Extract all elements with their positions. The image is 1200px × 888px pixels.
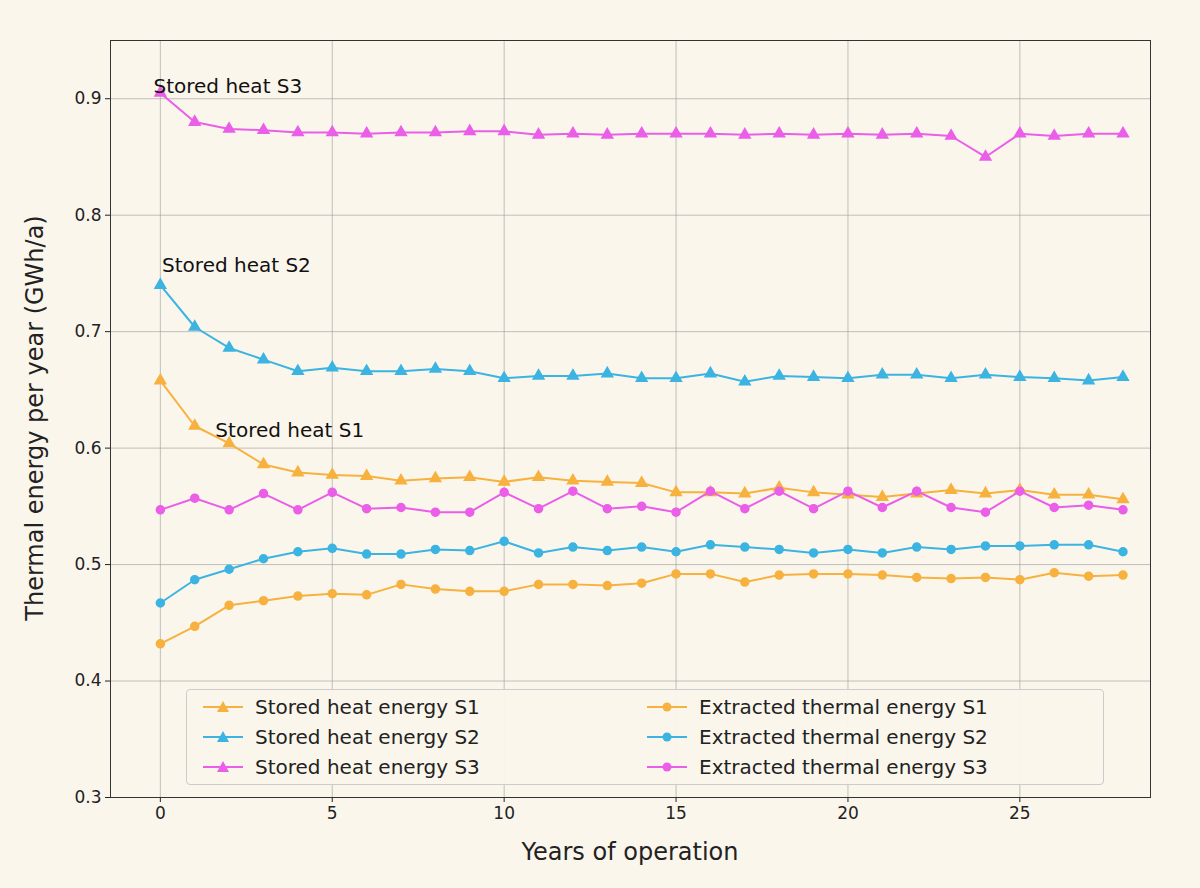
svg-text:Stored heat S1: Stored heat S1	[215, 418, 364, 442]
svg-text:Stored heat S3: Stored heat S3	[153, 74, 302, 98]
html-text:Stored heat energy S3: Stored heat energy S3	[255, 755, 480, 779]
html-text:Extracted thermal energy S3: Extracted thermal energy S3	[699, 755, 988, 779]
svg-text:0.9: 0.9	[74, 88, 101, 108]
svg-text:25: 25	[1009, 803, 1031, 823]
html-text:Stored heat energy S2: Stored heat energy S2	[255, 725, 480, 749]
svg-text:20: 20	[837, 803, 859, 823]
svg-text:10: 10	[493, 803, 515, 823]
svg-text:5: 5	[327, 803, 338, 823]
svg-text:0.7: 0.7	[74, 321, 101, 341]
html-text:Extracted thermal energy S2: Extracted thermal energy S2	[699, 725, 988, 749]
svg-text:0.3: 0.3	[74, 787, 101, 807]
svg-text:0.4: 0.4	[74, 670, 101, 690]
html-text:Years of operation: Years of operation	[521, 838, 739, 866]
html-text:Stored heat energy S1: Stored heat energy S1	[255, 695, 480, 719]
svg-text:Stored heat S2: Stored heat S2	[162, 253, 311, 277]
html-text:Extracted thermal energy S1: Extracted thermal energy S1	[699, 695, 988, 719]
svg-text:0.5: 0.5	[74, 554, 101, 574]
svg-text:15: 15	[665, 803, 687, 823]
svg-text:0.8: 0.8	[74, 205, 101, 225]
svg-text:0.6: 0.6	[74, 438, 101, 458]
html-text:Thermal energy per year (GWh/a: Thermal energy per year (GWh/a)	[21, 215, 49, 621]
svg-text:0: 0	[155, 803, 166, 823]
